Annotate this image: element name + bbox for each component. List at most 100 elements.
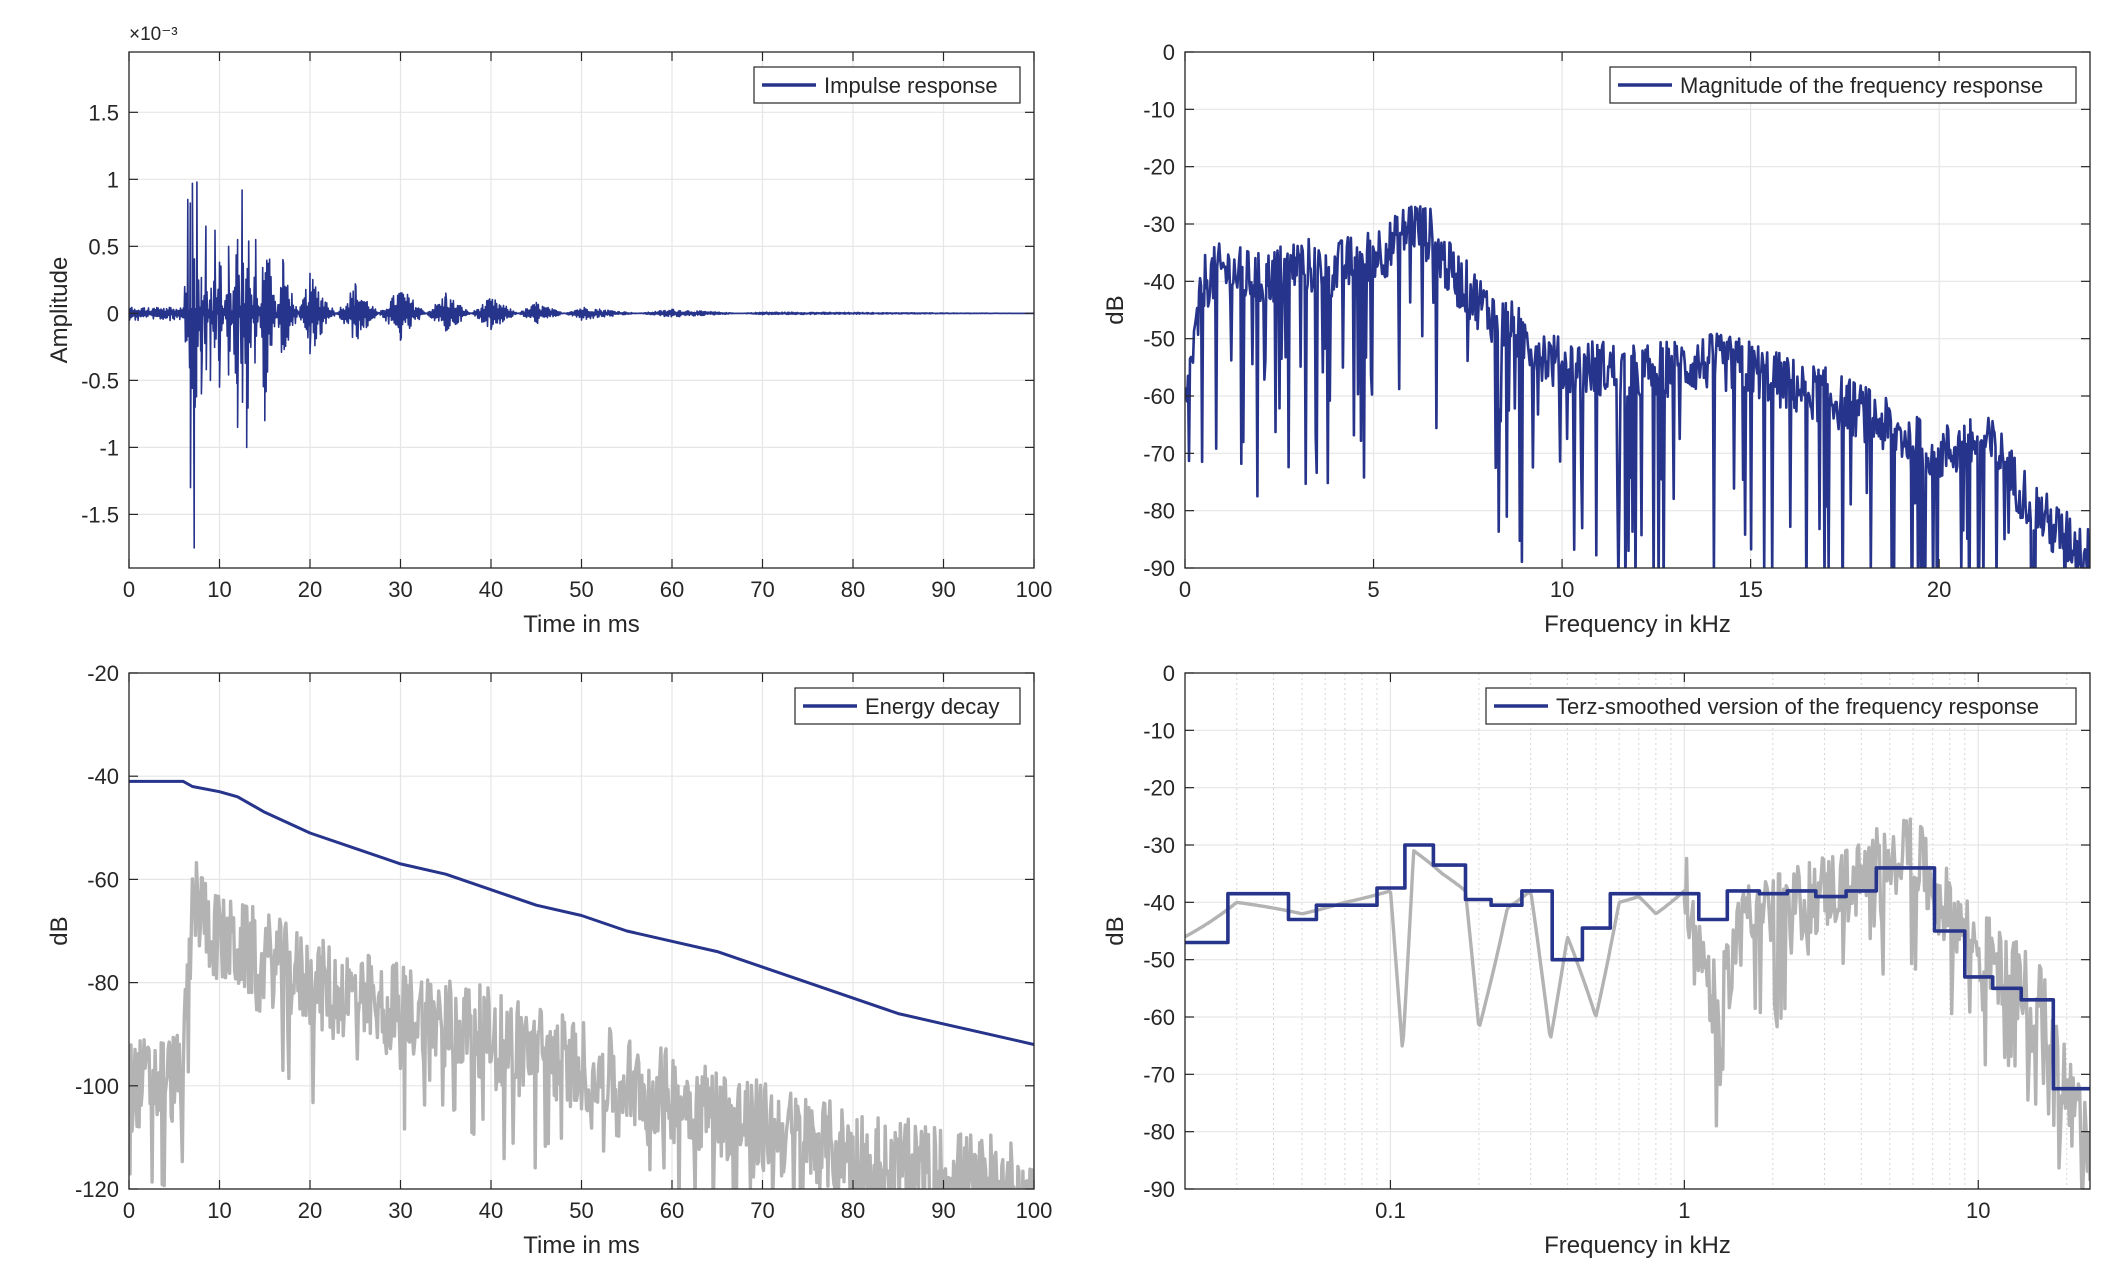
series-line-terz-smoothed-version-of-the-frequency-response	[1185, 843, 2090, 1091]
legend: Impulse response	[753, 66, 1021, 104]
series-group	[1185, 205, 2090, 568]
legend-label: Magnitude of the frequency response	[1680, 73, 2043, 98]
y-tick-label: -20	[1143, 776, 1175, 801]
x-tick-label: 50	[569, 577, 593, 602]
y-tick-label: -90	[1143, 556, 1175, 581]
x-tick-label: 90	[931, 1198, 955, 1223]
y-tick-label: -20	[1143, 155, 1175, 180]
axes-box	[1184, 672, 2091, 1190]
y-exponent-label: ×10⁻³	[129, 24, 178, 45]
x-tick-label: 30	[388, 577, 412, 602]
x-tick-label: 20	[298, 1198, 322, 1223]
x-tick-label: 40	[479, 577, 503, 602]
legend: Terz-smoothed version of the frequency r…	[1485, 687, 2077, 725]
series-line-energy-decay	[129, 779, 1034, 1046]
chart-3: 0 10 20 30 40 50 60 70 80 90 100 -20 -40 -60 -80 -100 -1…	[46, 661, 1053, 1259]
x-tick-label: 10	[1550, 577, 1574, 602]
y-axis-label: dB	[46, 916, 73, 945]
series-line-impulse-response	[129, 181, 1034, 549]
y-tick-label: -40	[87, 764, 119, 789]
axes-box	[1184, 51, 2091, 569]
y-tick-label: -1.5	[81, 502, 119, 527]
x-tick-label: 80	[841, 1198, 865, 1223]
series-line-magnitude-of-the-frequency-response	[1185, 205, 2090, 568]
legend-box	[794, 687, 1021, 725]
x-axis-label: Frequency in kHz	[1544, 1232, 1731, 1259]
y-tick-label: -100	[75, 1074, 119, 1099]
x-axis-label: Time in ms	[523, 611, 639, 638]
y-tick-label: -90	[1143, 1177, 1175, 1202]
y-tick-label: 1	[107, 167, 119, 192]
series-group	[1185, 817, 2090, 1189]
x-tick-label: 0	[123, 1198, 135, 1223]
x-tick-label: 1	[1678, 1198, 1690, 1223]
series-line-gray	[129, 861, 1034, 1189]
y-tick-label: -80	[1143, 1120, 1175, 1145]
x-tick-label: 15	[1738, 577, 1762, 602]
y-tick-label: -50	[1143, 327, 1175, 352]
x-tick-label: 0.1	[1375, 1198, 1406, 1223]
legend-box	[1485, 687, 2077, 725]
x-tick-label: 10	[1966, 1198, 1990, 1223]
x-tick-label: 80	[841, 577, 865, 602]
y-tick-label: -30	[1143, 212, 1175, 237]
y-axis-label: dB	[1102, 916, 1129, 945]
plot-area	[1185, 52, 2090, 568]
y-tick-label: -10	[1143, 718, 1175, 743]
x-tick-label: 5	[1367, 577, 1379, 602]
x-tick-label: 30	[388, 1198, 412, 1223]
x-tick-label: 60	[660, 577, 684, 602]
x-tick-label: 40	[479, 1198, 503, 1223]
series-group	[129, 779, 1034, 1189]
y-tick-label: -50	[1143, 948, 1175, 973]
x-tick-label: 70	[750, 577, 774, 602]
x-tick-label: 20	[1927, 577, 1951, 602]
x-tick-label: 10	[207, 577, 231, 602]
chart-4: 0.1 1 10 0 -10 -20 -30 -40 -50 -60 -70 -80 -90 Freque…	[1102, 661, 2091, 1259]
x-tick-label: 0	[123, 577, 135, 602]
legend-box	[1609, 66, 2077, 104]
x-tick-label: 60	[660, 1198, 684, 1223]
chart-2: 0 5 10 15 20 0 -10 -20 -30 -40 -50 -60 -70 -80 -90 Freq…	[1102, 40, 2091, 638]
y-tick-label: 1.5	[88, 100, 119, 125]
legend: Energy decay	[794, 687, 1021, 725]
legend: Magnitude of the frequency response	[1609, 66, 2077, 104]
x-tick-label: 20	[298, 577, 322, 602]
y-tick-label: -0.5	[81, 368, 119, 393]
y-tick-label: -40	[1143, 269, 1175, 294]
y-tick-label: -20	[87, 661, 119, 686]
y-tick-label: -60	[1143, 1005, 1175, 1030]
x-tick-label: 100	[1016, 1198, 1053, 1223]
y-tick-label: 0.5	[88, 234, 119, 259]
y-tick-label: -80	[1143, 499, 1175, 524]
y-tick-label: -120	[75, 1177, 119, 1202]
y-tick-label: -60	[1143, 384, 1175, 409]
y-tick-label: -60	[87, 867, 119, 892]
x-tick-label: 70	[750, 1198, 774, 1223]
x-tick-label: 0	[1179, 577, 1191, 602]
y-tick-label: -1	[99, 435, 119, 460]
y-tick-label: 0	[1163, 661, 1175, 686]
y-tick-label: -70	[1143, 1062, 1175, 1087]
x-tick-label: 90	[931, 577, 955, 602]
y-tick-label: -30	[1143, 833, 1175, 858]
x-tick-label: 100	[1016, 577, 1053, 602]
x-axis-label: Time in ms	[523, 1232, 639, 1259]
y-tick-label: 0	[107, 301, 119, 326]
y-axis-label: dB	[1102, 295, 1129, 324]
y-tick-label: -70	[1143, 441, 1175, 466]
series-group	[129, 181, 1034, 549]
y-tick-label: 0	[1163, 40, 1175, 65]
chart-1: 0 10 20 30 40 50 60 70 80 90 100 -1.5 -1 -0.5 0 0.5 1 1.5…	[46, 24, 1052, 638]
y-tick-label: -10	[1143, 97, 1175, 122]
y-tick-label: -40	[1143, 890, 1175, 915]
y-tick-label: -80	[87, 971, 119, 996]
x-tick-label: 10	[207, 1198, 231, 1223]
legend-label: Terz-smoothed version of the frequency r…	[1556, 694, 2039, 719]
legend-label: Energy decay	[865, 694, 1000, 719]
y-axis-label: Amplitude	[46, 257, 73, 364]
legend-label: Impulse response	[824, 73, 998, 98]
x-axis-label: Frequency in kHz	[1544, 611, 1731, 638]
x-tick-label: 50	[569, 1198, 593, 1223]
